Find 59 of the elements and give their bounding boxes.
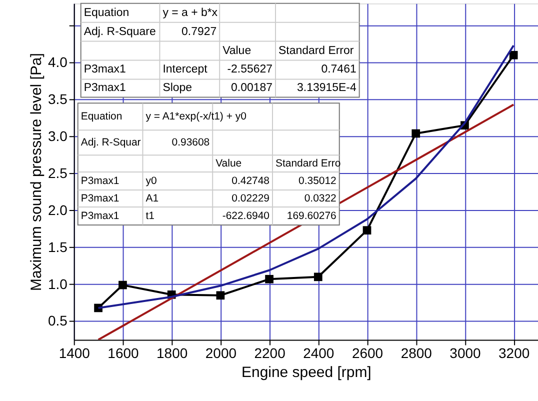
y-tick-label: 1.0 [48,276,68,292]
y-tick-label: 3.0 [48,128,68,144]
point [362,226,372,234]
annotation: P3max1 [80,193,120,204]
y-tick-label: 3.5 [48,90,68,107]
y-tick-label: 2.5 [48,164,68,181]
annotation: Standard Erro [275,158,341,170]
x-tick-label: 2600 [352,345,384,362]
annotation: 0.0322 [304,193,337,204]
y-tick-label: 1.5 [48,238,68,255]
annotation: 0.93608 [172,138,210,149]
annotation: Equation [84,6,130,19]
x-tick-label: 1800 [156,345,188,362]
annotation: Standard Error [278,44,354,57]
x-tick-label: 1600 [108,345,139,362]
annotation: 0.35012 [298,176,337,188]
x-tick-label: 2400 [303,345,334,362]
annotation: Adj. R-Square [84,26,156,38]
annotation: 0.7927 [182,26,217,38]
y-tick-label: 4.0 [48,54,68,70]
annotation: Slope [162,82,192,94]
y-axis-title: Maximum sound pressure level [Pa] [28,53,45,292]
x-tick-label: 2000 [205,345,237,362]
annotation: t1 [146,210,155,222]
x-tick-label: 2800 [400,345,432,362]
annotation: 0.00187 [231,82,272,94]
annotation: Intercept [162,64,208,76]
x-tick-label: 3000 [450,345,481,362]
annotation: P3max1 [80,176,120,188]
annotation: 0.7461 [321,64,356,76]
annotation: -2.55627 [227,64,272,76]
annotation: -622.6940 [222,210,270,222]
point [509,50,518,60]
point [265,274,274,284]
annotation: Equation [80,112,122,123]
annotation: Value [216,158,242,170]
annotation: A1 [146,193,159,204]
annotation: 3.13915E-4 [297,82,357,94]
annotation: y = a + b*x [162,6,218,19]
point [216,291,225,300]
annotation: y = A1*exp(-x/t1) + y0 [146,112,247,123]
annotation: 0.02229 [232,193,270,204]
annotation: Adj. R-Squar [80,138,142,149]
annotation: 0.42748 [232,176,270,188]
y-tick-label: 0.5 [48,312,68,329]
point [412,129,420,138]
point [118,280,127,290]
annotation: P3max1 [84,82,126,94]
annotation: Value [222,44,252,57]
annotation: 169.60276 [286,210,337,222]
x-tick-label: 2200 [254,345,286,362]
annotation: y0 [146,176,157,188]
annotation: P3max1 [80,210,120,222]
x-axis-title: Engine speed [rpm] [242,364,372,382]
annotation: P3max1 [84,64,126,76]
point [314,272,322,282]
y-tick-label: 2.0 [48,202,68,218]
x-tick-label: 1400 [58,345,90,362]
x-tick-label: 3200 [498,345,530,362]
